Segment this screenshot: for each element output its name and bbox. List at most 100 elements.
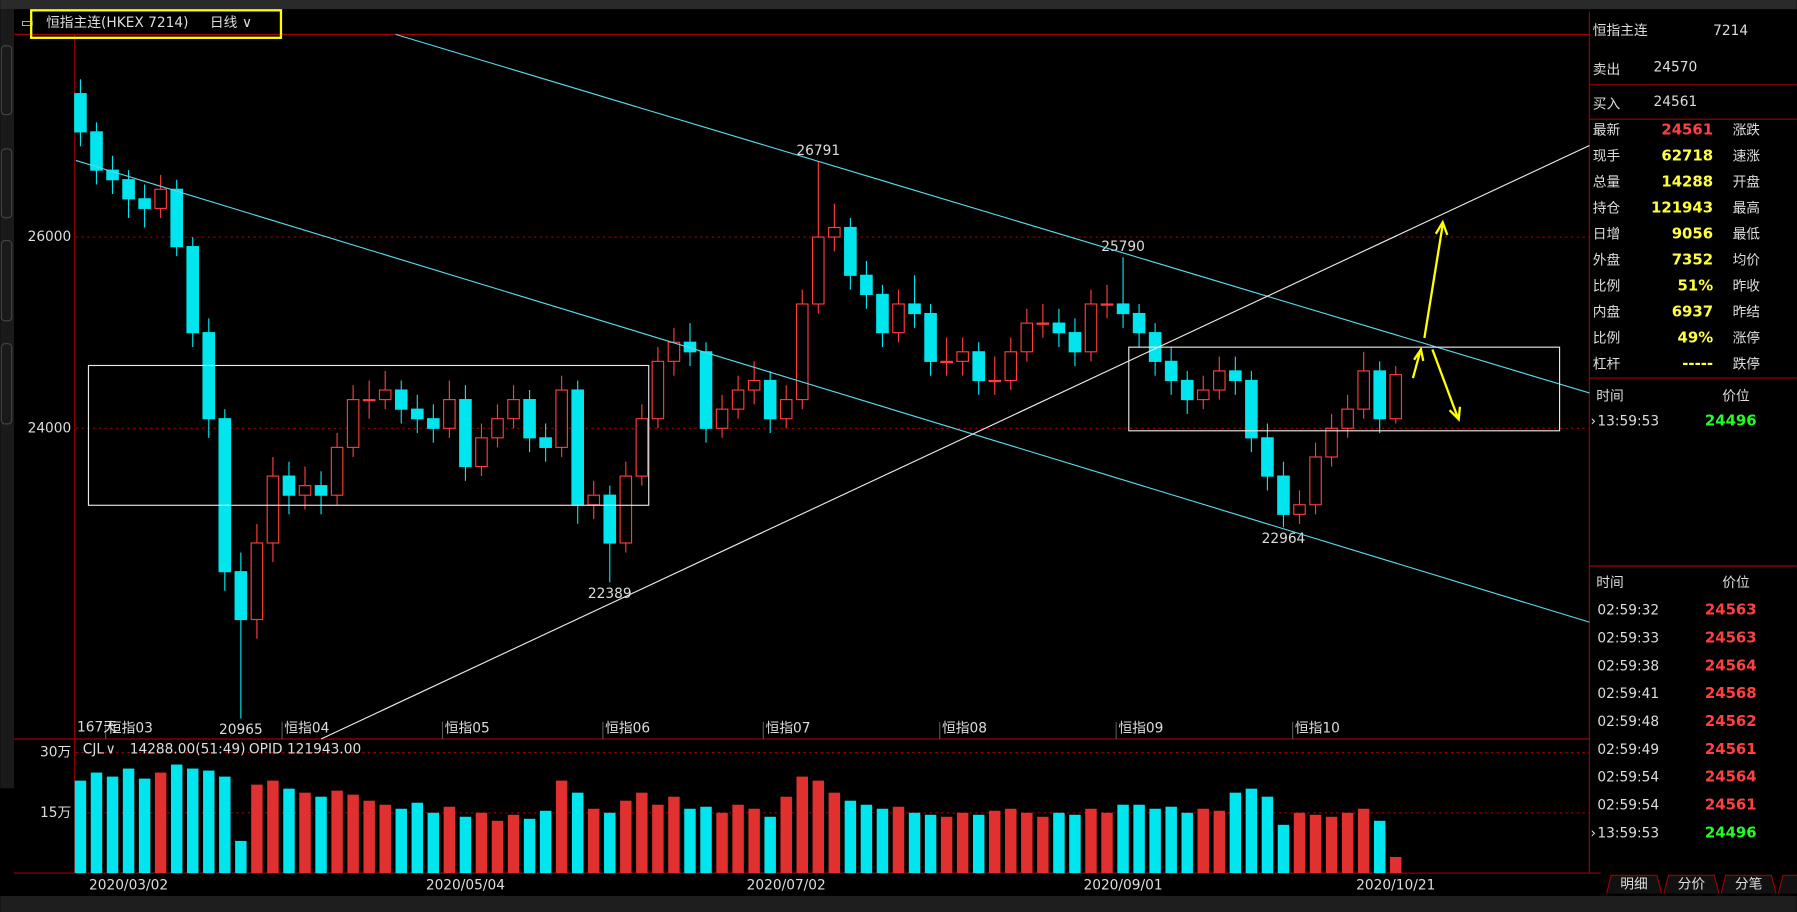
title-box[interactable]: [30, 9, 283, 39]
volume-bar: [716, 812, 728, 874]
last-header-price: 价位: [1722, 388, 1750, 404]
volume-bar: [411, 802, 424, 874]
range-box: [1128, 346, 1561, 432]
tick-time: 02:59:48: [1597, 714, 1659, 730]
tab[interactable]: [1663, 874, 1720, 894]
period-label: 恒指09: [1118, 721, 1163, 737]
trend-line: [395, 33, 1590, 394]
volume-bar: [972, 814, 985, 874]
dropdown-icon[interactable]: ∨: [242, 15, 252, 31]
volume-bar: [748, 808, 760, 874]
candle-body: [924, 312, 937, 362]
tab-label[interactable]: 明细: [1620, 877, 1647, 893]
quote-label: 昨收: [1733, 279, 1761, 295]
candle-body: [74, 93, 87, 133]
volume-bar: [363, 800, 375, 874]
quote-name: 恒指主连: [1593, 23, 1648, 39]
volume-bar: [1053, 812, 1065, 874]
sidebar-tab[interactable]: [0, 343, 13, 425]
volume-bar: [989, 810, 1001, 874]
candle-body: [603, 494, 617, 544]
quote-value: 49%: [1678, 329, 1714, 347]
candle-body: [1004, 351, 1018, 382]
menu-icon[interactable]: ▭: [21, 15, 34, 31]
candle-body: [651, 360, 665, 420]
candle-body: [587, 494, 601, 506]
quote-code: 7214: [1713, 23, 1748, 39]
candle-body: [250, 542, 264, 621]
candle-body: [491, 418, 504, 439]
tab[interactable]: [1777, 874, 1797, 894]
volume-bar: [1165, 806, 1177, 874]
candle-body: [1357, 370, 1370, 410]
volume-tick-label: 15万: [40, 805, 71, 821]
ask-label: 卖出: [1593, 62, 1620, 78]
volume-bar: [1181, 812, 1193, 874]
sidebar: [0, 9, 14, 789]
quote-label: 跌停: [1733, 356, 1761, 373]
tab[interactable]: [1720, 874, 1777, 894]
candle-body: [394, 389, 408, 410]
candle-body: [330, 446, 344, 496]
quote-value: 51%: [1678, 277, 1714, 295]
candle-body: [571, 389, 584, 506]
period[interactable]: 日线: [210, 15, 238, 31]
tick-price: 24496: [1705, 823, 1757, 841]
sidebar-tab[interactable]: [0, 148, 13, 219]
quote-value: 7352: [1672, 251, 1713, 269]
candle-body: [988, 379, 1002, 383]
candle-body: [699, 351, 713, 429]
period-label: 恒指10: [1295, 721, 1340, 737]
candle-body: [795, 303, 809, 401]
tick-time: 02:59:54: [1597, 798, 1659, 814]
quote-label: 均价: [1733, 253, 1761, 269]
volume-bar: [1101, 812, 1113, 874]
dropdown-icon[interactable]: ∨: [106, 741, 116, 757]
range-box: [87, 364, 650, 506]
volume-bar: [1277, 824, 1290, 874]
candle-body: [234, 571, 248, 621]
candle-body: [1213, 370, 1226, 391]
tab-label[interactable]: 分价: [1678, 877, 1706, 893]
volume-bar: [523, 818, 536, 874]
volume-bar: [1341, 812, 1354, 874]
volume-bar: [555, 780, 568, 874]
volume-bar: [90, 772, 103, 874]
x-tick-label: 2020/09/01: [1083, 878, 1162, 894]
quote-value: 9056: [1672, 225, 1713, 243]
arrows: [1411, 219, 1462, 422]
x-tick-label: 2020/05/04: [426, 878, 505, 894]
candle-body: [1373, 370, 1387, 420]
candle-body: [427, 418, 440, 429]
x-tick-label: 2020/10/21: [1356, 878, 1435, 894]
volume-bar: [315, 796, 327, 874]
volume-bar: [1293, 812, 1306, 874]
quote-label: 开盘: [1733, 174, 1761, 191]
candle-body: [1229, 370, 1242, 382]
sidebar-tab[interactable]: [0, 45, 13, 116]
volume-bar: [1133, 804, 1145, 874]
tick-time: 02:59:38: [1597, 658, 1659, 674]
top-bar: [0, 0, 1797, 10]
volume-bar: [876, 808, 889, 874]
volume-bar: [379, 804, 391, 874]
volume-bar: [539, 810, 552, 874]
tick-price: 24561: [1705, 740, 1757, 758]
volume-bar: [571, 792, 584, 874]
volume-bar: [491, 820, 504, 874]
candle-body: [475, 437, 488, 468]
sidebar-tab[interactable]: [0, 240, 13, 322]
tab-label[interactable]: 分笔: [1735, 877, 1762, 893]
last-header-time: 时间: [1596, 388, 1623, 404]
tab[interactable]: [1606, 874, 1663, 894]
candle-body: [459, 399, 472, 468]
row-marker: ›: [1591, 414, 1596, 430]
candle-body: [266, 475, 280, 544]
candle-body: [282, 475, 296, 496]
candle-body: [956, 351, 969, 362]
quote-label: 速涨: [1733, 149, 1761, 165]
extreme-label: 20965: [219, 722, 263, 738]
tick-price: 24563: [1705, 601, 1757, 619]
